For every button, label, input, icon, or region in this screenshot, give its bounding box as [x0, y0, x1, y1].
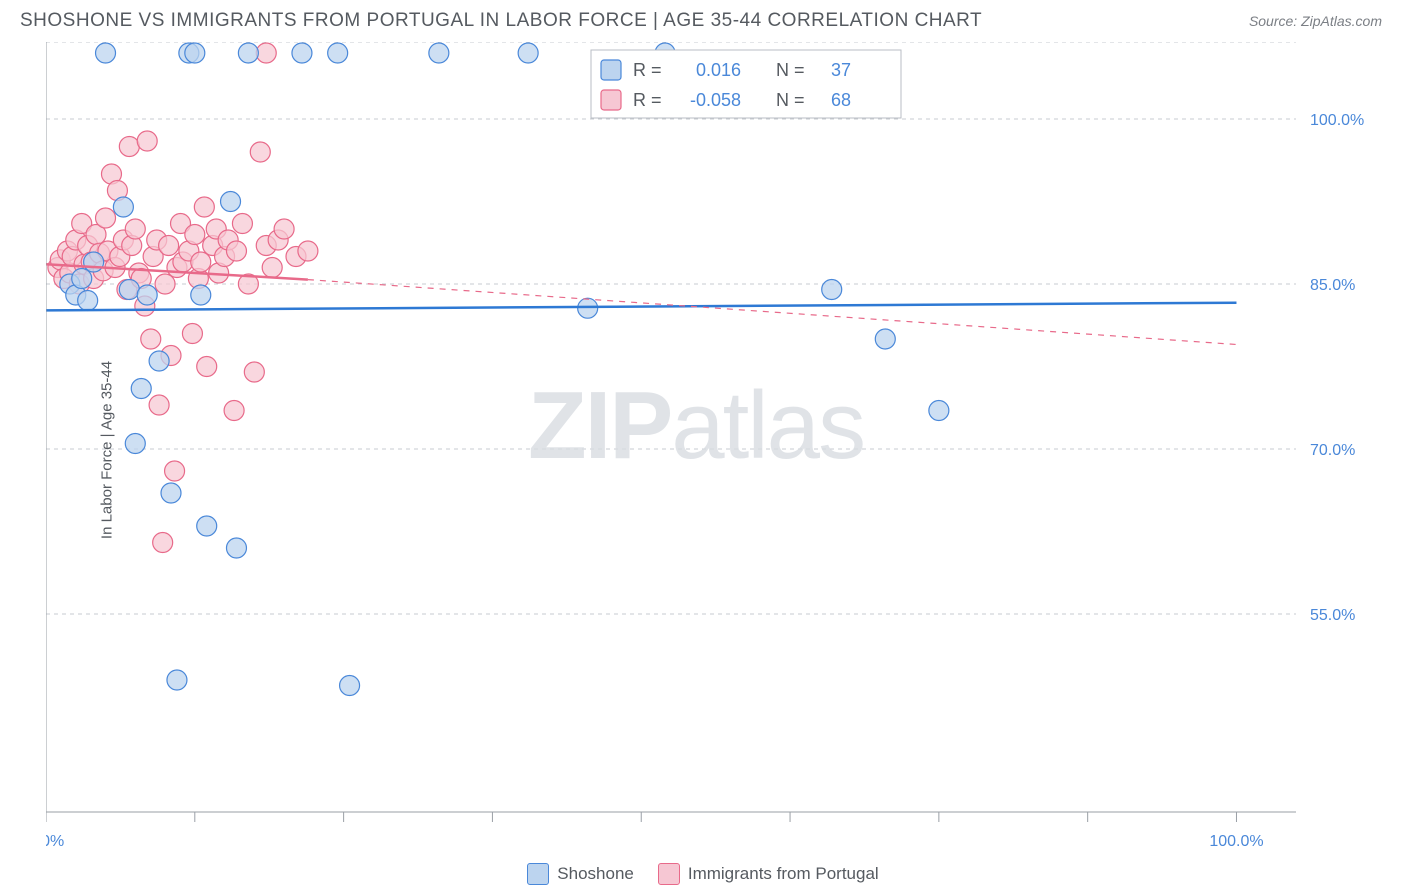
svg-text:85.0%: 85.0% — [1310, 277, 1355, 294]
chart-container: In Labor Force | Age 35-44 55.0% 70.0% 85.… — [46, 42, 1376, 857]
svg-text:N =: N = — [776, 90, 805, 110]
svg-text:N =: N = — [776, 60, 805, 80]
legend-item-shoshone: Shoshone — [527, 863, 634, 885]
svg-text:100.0%: 100.0% — [1209, 833, 1263, 850]
y-axis-title: In Labor Force | Age 35-44 — [99, 360, 116, 538]
svg-text:55.0%: 55.0% — [1310, 607, 1355, 624]
swatch-icon — [658, 863, 680, 885]
scatter-chart: 55.0% 70.0% 85.0% 100.0% ZIPatlas 0.0% 100.0% R… — [46, 42, 1376, 852]
legend-item-portugal: Immigrants from Portugal — [658, 863, 879, 885]
svg-text:70.0%: 70.0% — [1310, 442, 1355, 459]
source-label: Source: ZipAtlas.com — [1249, 13, 1382, 29]
legend-bottom: Shoshone Immigrants from Portugal — [0, 863, 1406, 885]
svg-text:R =: R = — [633, 60, 662, 80]
legend-label: Shoshone — [557, 864, 634, 884]
svg-text:-0.058: -0.058 — [690, 90, 741, 110]
svg-text:R =: R = — [633, 90, 662, 110]
svg-text:37: 37 — [831, 60, 851, 80]
svg-text:ZIPatlas: ZIPatlas — [528, 372, 864, 479]
svg-text:68: 68 — [831, 90, 851, 110]
chart-title: SHOSHONE VS IMMIGRANTS FROM PORTUGAL IN … — [20, 10, 982, 32]
svg-text:0.016: 0.016 — [696, 60, 741, 80]
swatch-icon — [527, 863, 549, 885]
svg-text:0.0%: 0.0% — [46, 833, 64, 850]
svg-text:100.0%: 100.0% — [1310, 112, 1364, 129]
legend-label: Immigrants from Portugal — [688, 864, 879, 884]
